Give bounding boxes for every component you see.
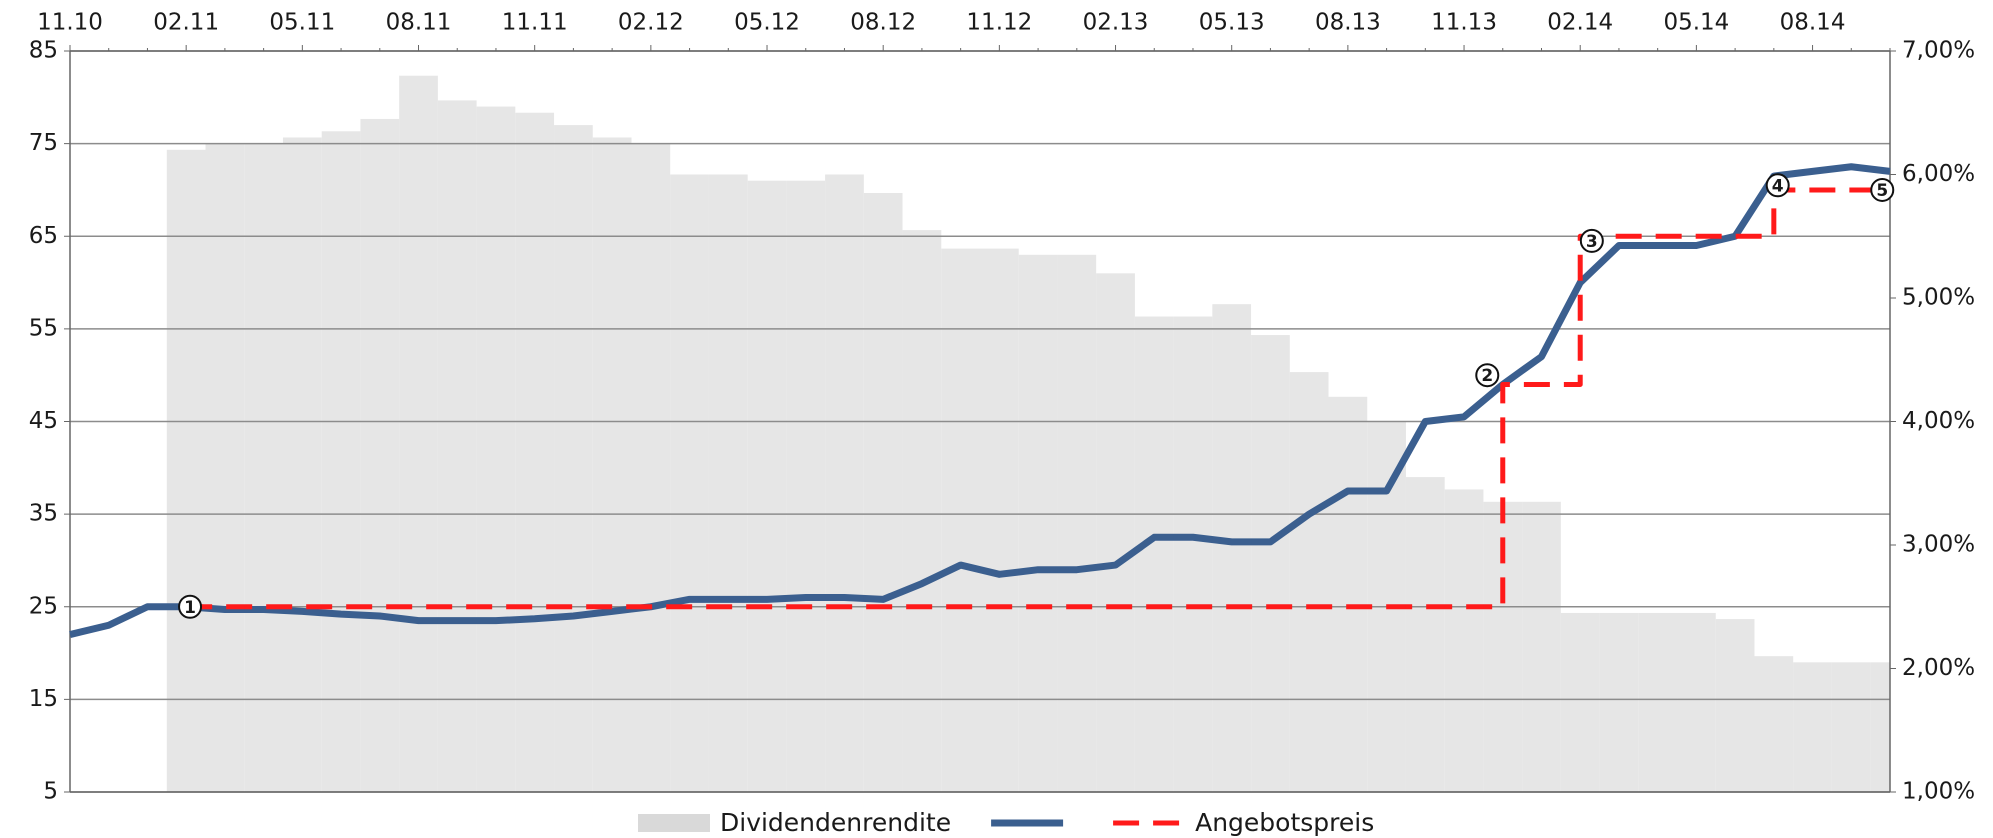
bar: [786, 180, 826, 793]
bar: [1677, 612, 1716, 792]
bar: [1754, 656, 1794, 792]
x-tick-label: 05.14: [1663, 10, 1729, 36]
y2-tick-label: 1,00%: [1902, 779, 1975, 805]
bar: [747, 180, 787, 793]
bar: [205, 143, 245, 792]
bar: [476, 106, 516, 792]
bar: [1870, 662, 1890, 792]
annotation-marker: [178, 594, 203, 619]
bar: [1638, 612, 1678, 792]
x-tick-label: 02.12: [618, 10, 684, 36]
bar: [282, 137, 322, 792]
bar: [1251, 335, 1290, 792]
x-tick-label: 11.13: [1431, 10, 1497, 36]
annotation-label: 4: [1772, 176, 1784, 196]
x-tick-label: 05.11: [269, 10, 335, 36]
bar: [1018, 254, 1058, 792]
annotation-label: 5: [1876, 181, 1888, 201]
bar: [1289, 372, 1329, 792]
annotation-label: 3: [1586, 232, 1598, 252]
x-tick-label: 08.14: [1780, 10, 1846, 36]
annotation-marker: [1765, 173, 1790, 198]
y2-tick-label: 6,00%: [1902, 161, 1975, 187]
legend-swatch: [638, 814, 710, 832]
bar: [1522, 501, 1561, 792]
y-tick-label: 85: [29, 38, 58, 64]
x-tick-label: 02.11: [153, 10, 219, 36]
annotation-marker: [1475, 363, 1500, 388]
y2-tick-label: 5,00%: [1902, 285, 1975, 311]
y2-tick-label: 7,00%: [1902, 38, 1975, 64]
bar: [1444, 489, 1484, 792]
x-tick-label: 08.13: [1315, 10, 1381, 36]
y-tick-label: 5: [43, 779, 58, 805]
x-tick-label: 08.12: [850, 10, 916, 36]
bar: [592, 137, 632, 792]
bar: [1715, 619, 1755, 792]
y-tick-label: 15: [29, 686, 58, 712]
bar: [1328, 396, 1368, 792]
bar: [825, 174, 864, 792]
bar: [708, 174, 748, 792]
x-tick-label: 02.14: [1547, 10, 1613, 36]
y-tick-label: 65: [29, 223, 58, 249]
legend-label: Angebotspreis: [1195, 808, 1374, 837]
bar: [1599, 612, 1639, 792]
bar: [1831, 662, 1871, 792]
bar: [863, 193, 903, 792]
bar: [902, 230, 942, 792]
y-tick-label: 55: [29, 315, 58, 341]
annotation-marker: [1579, 228, 1604, 253]
x-tick-label: 11.11: [502, 10, 568, 36]
bar: [670, 174, 709, 792]
y-tick-label: 35: [29, 501, 58, 527]
bar: [437, 100, 477, 792]
y-tick-label: 45: [29, 408, 58, 434]
y2-tick-label: 2,00%: [1902, 655, 1975, 681]
bar: [515, 112, 555, 792]
x-tick-label: 08.11: [386, 10, 452, 36]
bar: [1405, 477, 1445, 792]
bar: [631, 143, 671, 792]
annotation-label: 2: [1481, 366, 1493, 386]
x-tick-label: 11.10: [37, 10, 103, 36]
bar: [1793, 662, 1832, 792]
y2-tick-label: 3,00%: [1902, 532, 1975, 558]
bar: [980, 248, 1019, 793]
offer-line: [186, 187, 1890, 610]
bar: [1173, 316, 1213, 792]
y2-tick-label: 4,00%: [1902, 408, 1975, 434]
x-tick-label: 05.13: [1199, 10, 1265, 36]
bar: [1096, 273, 1135, 792]
y-tick-label: 75: [29, 130, 58, 156]
legend-label: Dividendenrendite: [720, 808, 951, 837]
bar: [1134, 316, 1174, 792]
bar: [1212, 304, 1252, 792]
annotation-marker: [1870, 177, 1895, 202]
x-tick-label: 11.12: [966, 10, 1032, 36]
bar: [166, 149, 206, 793]
annotation-label: 1: [184, 598, 196, 618]
bar: [321, 131, 361, 792]
bar: [941, 248, 980, 793]
x-tick-label: 02.13: [1083, 10, 1149, 36]
price-line: [69, 163, 1891, 638]
x-tick-label: 05.12: [734, 10, 800, 36]
bar: [1560, 612, 1600, 792]
bar: [399, 75, 438, 792]
bar: [1057, 254, 1097, 792]
y-tick-label: 25: [29, 593, 58, 619]
bar: [554, 125, 593, 793]
bar: [244, 143, 283, 792]
bar: [360, 118, 400, 793]
